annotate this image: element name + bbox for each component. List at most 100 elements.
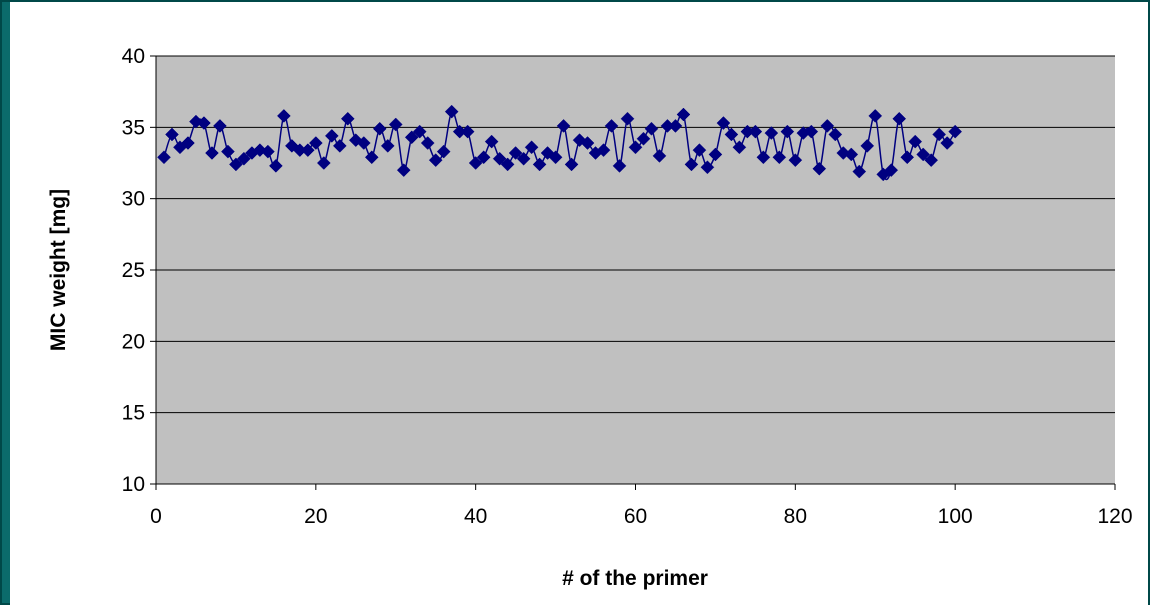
data-point [884,163,899,177]
data-point [372,121,387,136]
data-point [852,164,867,179]
data-point [308,136,323,150]
data-point [500,157,515,172]
data-point [724,127,739,142]
data-point [412,124,427,139]
x-tick-label: 0 [150,505,162,528]
data-point [213,119,227,133]
data-point [380,139,395,153]
data-point [197,116,211,130]
data-point [444,104,459,119]
data-point [277,109,291,123]
data-point [580,136,595,150]
data-point [940,136,955,150]
y-tick-label: 15 [122,402,145,425]
data-point [804,124,819,139]
data-point [628,140,643,155]
data-point [828,127,843,142]
data-point [476,150,491,165]
data-point [620,111,635,126]
y-tick-labels: 10 15 20 25 30 35 40 [122,45,156,496]
x-tick-labels: 0 20 40 60 80 100 120 [150,484,1133,528]
y-tick-label: 25 [122,259,145,282]
data-point [556,119,571,133]
y-tick-label: 40 [122,45,145,68]
data-point [181,136,195,150]
y-axis-title: MIC weight [mg] [47,189,70,351]
data-point [860,139,875,153]
data-point [820,119,835,133]
data-point [644,121,659,136]
data-point [492,151,507,166]
data-point [692,143,707,158]
data-point [157,150,171,165]
data-point [205,146,219,160]
data-point [516,151,531,166]
x-tick-label: 120 [1097,505,1132,528]
data-point [420,136,435,150]
data-point [237,151,251,166]
data-point [269,158,283,173]
data-point [548,150,563,165]
data-point [604,119,619,133]
data-point [732,140,747,155]
data-point [460,124,475,139]
data-point [364,150,379,165]
data-point [772,150,787,165]
data-point [676,107,691,122]
data-point [436,144,451,159]
data-point [261,144,275,159]
gridlines [156,55,1115,414]
chart: 10 15 20 25 30 35 40 0 20 40 60 80 100 120 # of the … [47,45,1133,590]
x-tick-label: 60 [624,505,647,528]
y-tick-label: 35 [122,116,145,139]
data-point [165,127,179,142]
data-point [668,119,683,133]
data-point [788,153,803,168]
data-point [564,157,579,172]
data-point [684,157,699,172]
data-point [700,160,715,175]
y-tick-label: 20 [122,330,145,353]
data-point [388,117,403,132]
data-point [524,140,539,155]
data-point [764,126,779,140]
data-point [900,150,915,165]
data-point [396,163,411,177]
data-point [756,150,771,165]
data-point [892,111,907,126]
chart-panel: 10 15 20 25 30 35 40 0 20 40 60 80 100 120 # of the … [10,2,1148,605]
x-tick-label: 20 [304,505,327,528]
data-point [300,143,315,158]
data-markers [157,104,963,182]
data-point [932,127,947,142]
data-point [229,157,243,172]
data-point [324,129,339,143]
data-point [316,156,331,170]
data-point [636,131,651,146]
data-point [221,144,235,159]
data-point [404,130,419,145]
data-point [868,109,883,123]
data-point [332,139,347,153]
data-point [356,136,371,150]
x-tick-label: 100 [938,505,973,528]
data-point [812,161,827,176]
data-point [468,156,483,170]
data-point [428,153,443,168]
data-point [948,124,963,139]
data-point [716,116,731,130]
data-point [916,147,931,162]
data-point [340,111,355,126]
data-point [908,134,923,149]
y-tick-label: 30 [122,188,145,211]
data-point [924,153,939,168]
data-point [708,147,723,162]
data-point [596,143,611,158]
y-tick-label: 10 [122,473,145,496]
x-tick-label: 40 [464,505,487,528]
data-point [748,124,763,139]
data-point [652,149,667,163]
x-axis-title: # of the primer [562,567,708,590]
x-tick-label: 80 [784,505,807,528]
